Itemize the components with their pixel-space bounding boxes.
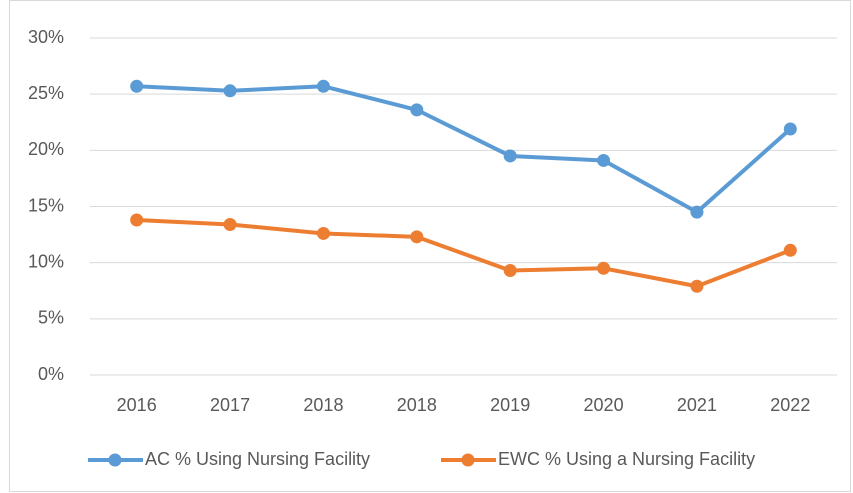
y-tick-label: 20% (28, 139, 64, 159)
y-tick-label: 10% (28, 251, 64, 271)
series-line (136, 217, 792, 289)
x-tick-label: 2019 (490, 395, 530, 415)
x-tick-label: 2020 (584, 395, 624, 415)
x-tick-label: 2022 (770, 395, 810, 415)
data-point (410, 230, 424, 244)
data-point (130, 79, 144, 93)
x-tick-label: 2018 (303, 395, 343, 415)
x-tick-label: 2016 (117, 395, 157, 415)
y-tick-label: 25% (28, 83, 64, 103)
x-tick-label: 2017 (210, 395, 250, 415)
data-point (223, 84, 237, 98)
chart-border (9, 0, 851, 492)
legend-marker (108, 453, 122, 467)
data-point (316, 79, 330, 93)
data-point (783, 122, 797, 136)
data-point (503, 149, 517, 163)
y-tick-label: 30% (28, 27, 64, 47)
x-tick-label: 2021 (677, 395, 717, 415)
data-point (690, 205, 704, 219)
data-point (130, 213, 144, 227)
legend-label: EWC % Using a Nursing Facility (498, 449, 755, 469)
y-tick-label: 15% (28, 195, 64, 215)
data-point (410, 103, 424, 117)
y-tick-label: 0% (38, 364, 64, 384)
data-point (597, 261, 611, 275)
data-point (503, 264, 517, 278)
legend-label: AC % Using Nursing Facility (145, 449, 370, 469)
x-tick-label: 2018 (397, 395, 437, 415)
series-line (136, 84, 792, 215)
data-point (690, 279, 704, 293)
data-point (316, 226, 330, 240)
data-point (223, 217, 237, 231)
y-tick-label: 5% (38, 308, 64, 328)
data-point (783, 243, 797, 257)
data-point (597, 153, 611, 167)
legend-marker (461, 453, 475, 467)
